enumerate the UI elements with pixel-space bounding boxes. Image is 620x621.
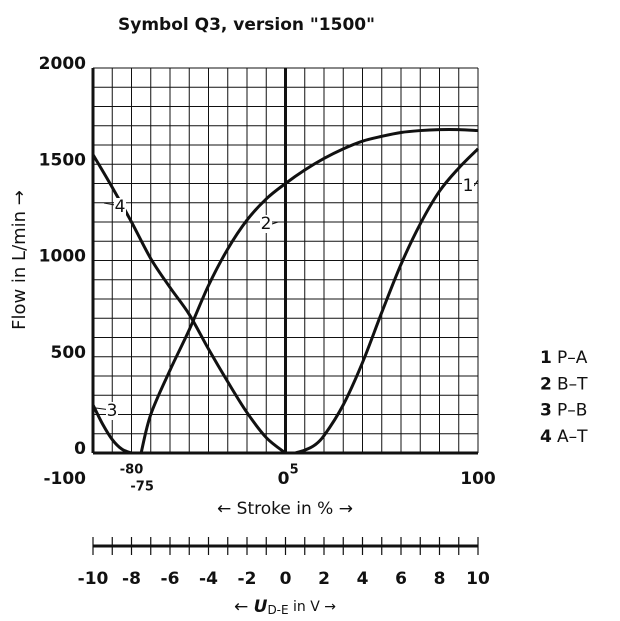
y-tick-label: 2000 [39, 54, 86, 74]
label-leader [271, 221, 279, 225]
curve [139, 127, 479, 454]
voltage-tick-label: 8 [434, 569, 446, 589]
label-subscript: D-E [267, 603, 288, 617]
label-bg [462, 177, 474, 195]
voltage-tick-label: -10 [78, 569, 109, 589]
y-tick-label: 1000 [39, 247, 86, 267]
voltage-tick-label: -6 [161, 569, 180, 589]
legend-number: 3 [540, 401, 552, 421]
label-bg [114, 198, 126, 216]
x-tick-label: 100 [460, 469, 496, 489]
curve-label: 2 [261, 214, 272, 234]
voltage-tick-label: 0 [280, 569, 292, 589]
label-bg [106, 402, 118, 420]
curve-label: 4 [115, 197, 126, 217]
label-symbol: U [254, 597, 268, 617]
x-tick-label: -80 [120, 463, 144, 478]
label-bg [260, 215, 272, 233]
voltage-tick-label: 4 [357, 569, 369, 589]
y-axis-label: Flow in L/min → [9, 190, 30, 330]
x-tick-label: 0 [278, 469, 290, 489]
voltage-tick-label: -8 [122, 569, 141, 589]
label-part: in V → [289, 599, 337, 615]
x-tick-label: -100 [43, 469, 86, 489]
legend-number: 2 [540, 374, 552, 394]
legend-number: 4 [540, 427, 552, 447]
y-tick-label: 1500 [39, 150, 86, 170]
legend-number: 1 [540, 348, 552, 368]
voltage-tick-label: 2 [318, 569, 330, 589]
label-leader [473, 179, 479, 187]
voltage-axis-label: ← UD-E in V → [234, 597, 336, 617]
legend-name: P–B [557, 401, 587, 421]
legend-name: A–T [557, 427, 588, 447]
x-tick-label: 5 [290, 463, 299, 478]
curve-label: 1 [463, 176, 474, 196]
curve [91, 404, 133, 455]
x-tick-label: -75 [130, 480, 154, 495]
curve [294, 147, 480, 455]
label-part: ← [234, 597, 254, 617]
legend-name: B–T [557, 374, 588, 394]
y-tick-label: 500 [51, 343, 87, 363]
x-axis-label: ← Stroke in % → [217, 499, 353, 519]
y-tick-label: 0 [74, 439, 86, 459]
chart-title: Symbol Q3, version "1500" [118, 15, 375, 35]
legend-name: P–A [557, 348, 588, 368]
curve-label: 3 [107, 401, 118, 421]
voltage-tick-label: -4 [199, 569, 218, 589]
voltage-tick-label: -2 [238, 569, 257, 589]
voltage-tick-label: 10 [466, 569, 490, 589]
voltage-tick-label: 6 [395, 569, 407, 589]
